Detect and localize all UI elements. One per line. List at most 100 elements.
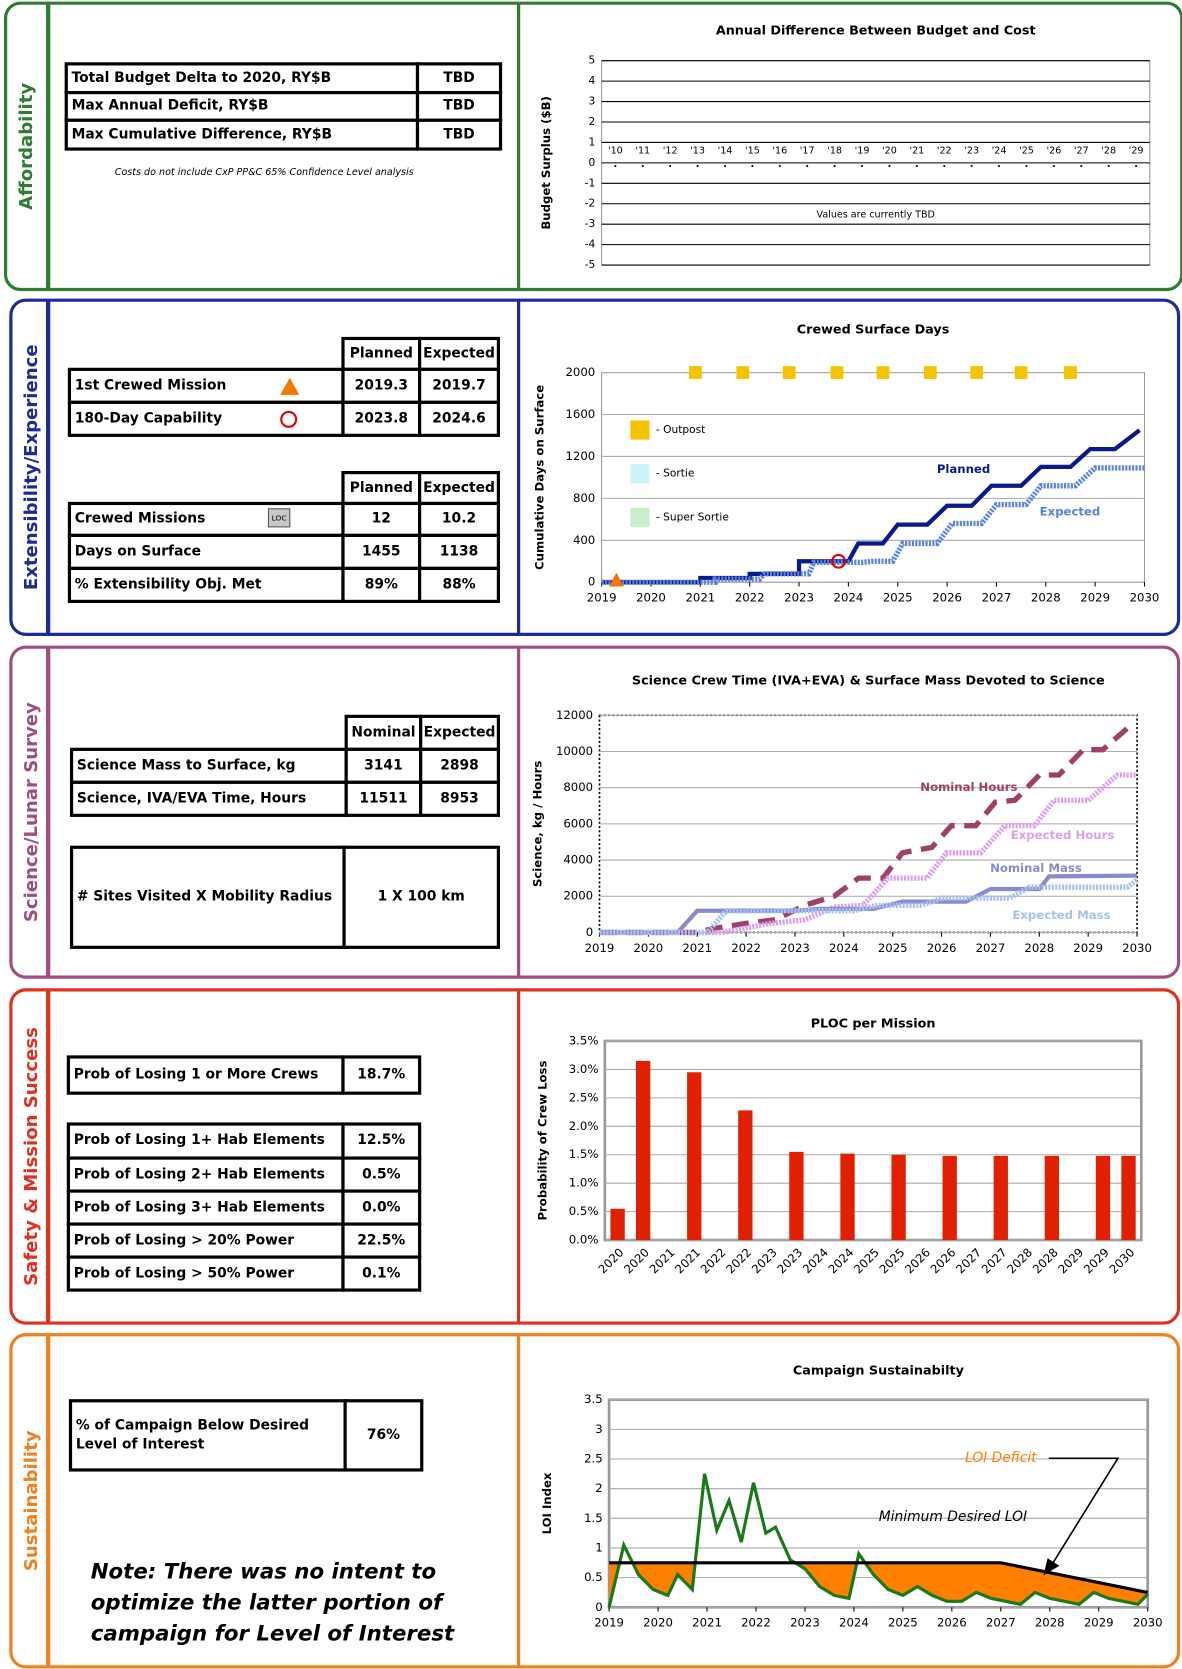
bar — [1095, 1155, 1111, 1241]
event-marker — [831, 553, 846, 569]
marker — [782, 366, 796, 379]
cell-text-box: 1138 — [439, 543, 479, 560]
cell-text-box: Max Cumulative Difference, RY$B — [72, 126, 332, 142]
section-label: Sustainability — [21, 1430, 42, 1571]
campaign-note: Note: There was no intent to optimize th… — [90, 1557, 455, 1646]
bar — [610, 1208, 625, 1241]
cell-text-box: Prob of Losing > 50% Power — [74, 1265, 294, 1281]
y-tick-label: 2.5 — [584, 1452, 603, 1466]
x-tick-label: 2027 — [979, 1245, 1010, 1276]
x-tick-label: 2026 — [928, 1245, 959, 1276]
series-label: Nominal Mass — [990, 861, 1082, 875]
legend-swatch — [630, 507, 650, 527]
x-tick-label: 2023 — [749, 1245, 780, 1276]
x-tick-label: 2026 — [937, 1616, 967, 1630]
table-cell — [341, 367, 422, 404]
cell-text: 12 — [371, 511, 391, 528]
y-tick-label: 0 — [595, 1600, 602, 1614]
y-tick-label: 2000 — [563, 889, 593, 903]
series-label: Expected Hours — [1011, 828, 1115, 842]
section-label: Affordability — [16, 83, 37, 210]
y-tick-label: 0 — [586, 925, 593, 939]
x-tick-label: 2020 — [643, 1616, 673, 1630]
cell-text-box: 0.1% — [362, 1265, 401, 1282]
chart-title: Campaign Sustainabilty — [793, 1363, 965, 1378]
cell-text: Science, IVA/EVA Time, Hours — [76, 790, 307, 807]
bar — [840, 1153, 855, 1241]
cell-text: Total Budget Delta to 2020, RY$B — [71, 69, 332, 86]
series-label: Planned — [937, 462, 990, 476]
cell-text-box: Science, IVA/EVA Time, Hours — [76, 790, 307, 807]
data-point — [833, 164, 836, 168]
x-tick-label: 2027 — [982, 591, 1012, 605]
cell-text-box: TBD — [443, 98, 474, 114]
x-tick-label: 2025 — [878, 941, 908, 955]
y-tick-label: 1200 — [566, 449, 596, 463]
table-cell — [341, 566, 422, 603]
table-cell — [341, 1055, 422, 1095]
cell-text-box: 2019.3 — [355, 378, 408, 394]
x-tick-label: 2023 — [780, 941, 810, 955]
cell-text-box: Nominal — [351, 724, 416, 741]
cell-text: 1138 — [439, 543, 479, 560]
x-tick-label: '27 — [1074, 146, 1089, 157]
series-line — [599, 722, 1134, 936]
table-cell — [66, 1189, 345, 1226]
first-mission-icon — [280, 377, 300, 395]
cell-text-box: # Sites Visited X Mobility Radius — [77, 889, 332, 905]
section-label: Extensibility/Experience — [21, 344, 42, 590]
cell-text: 22.5% — [357, 1232, 406, 1249]
y-axis-label: Science, kg / Hours — [530, 761, 544, 887]
x-tick-label: 2024 — [829, 941, 859, 955]
event-marker — [608, 572, 624, 587]
cell-text: Prob of Losing > 20% Power — [73, 1232, 295, 1249]
series-line — [599, 873, 1138, 935]
bar — [942, 1155, 957, 1241]
cell-text-box: 0.5% — [362, 1166, 400, 1182]
bar — [789, 1151, 804, 1241]
data-point — [723, 164, 727, 168]
data-point — [669, 164, 672, 168]
bar — [1044, 1155, 1060, 1241]
marker — [1014, 366, 1028, 379]
table-cell — [64, 62, 420, 95]
table-cell — [342, 845, 500, 949]
x-tick-label: 2024 — [839, 1616, 869, 1630]
table-cell — [67, 501, 345, 537]
x-tick-label: '22 — [937, 146, 952, 157]
y-tick-label: 3.0% — [569, 1062, 599, 1076]
table-cell — [419, 714, 500, 751]
data-point — [1052, 164, 1055, 168]
marker — [689, 366, 702, 379]
cell-text: Expected — [423, 479, 495, 496]
x-tick-label: 2022 — [731, 941, 761, 955]
cell-text-box: 89% — [365, 577, 398, 593]
y-tick-label: 2000 — [566, 365, 596, 379]
loc-icon — [267, 508, 291, 528]
section-border — [9, 988, 1181, 1325]
cell-text: Days on Surface — [74, 543, 201, 560]
y-tick-label: 1 — [588, 135, 595, 148]
data-point — [970, 164, 973, 168]
cell-text-box: 22.5% — [357, 1232, 406, 1249]
cell-text: TBD — [443, 69, 475, 86]
x-tick-label: 2020 — [621, 1245, 652, 1276]
x-tick-label: 2024 — [834, 591, 864, 605]
cell-text-box: Prob of Losing 2+ Hab Elements — [74, 1166, 325, 1182]
cell-text: 0.1% — [362, 1265, 401, 1282]
plot-area — [601, 372, 1146, 583]
table-cell — [344, 714, 423, 751]
cell-text: TBD — [443, 126, 475, 143]
cell-text: Max Annual Deficit, RY$B — [71, 98, 269, 115]
bar — [1121, 1155, 1136, 1241]
cell-text: 18.7% — [357, 1066, 406, 1083]
cell-text-box: TBD — [443, 126, 475, 143]
x-tick-label: '18 — [827, 146, 842, 157]
cell-text: 2023.8 — [354, 410, 409, 427]
cell-text: 2019.7 — [432, 377, 486, 394]
table-cell — [418, 533, 500, 570]
cell-text: Nominal — [351, 724, 416, 741]
x-tick-label: '20 — [882, 146, 897, 157]
